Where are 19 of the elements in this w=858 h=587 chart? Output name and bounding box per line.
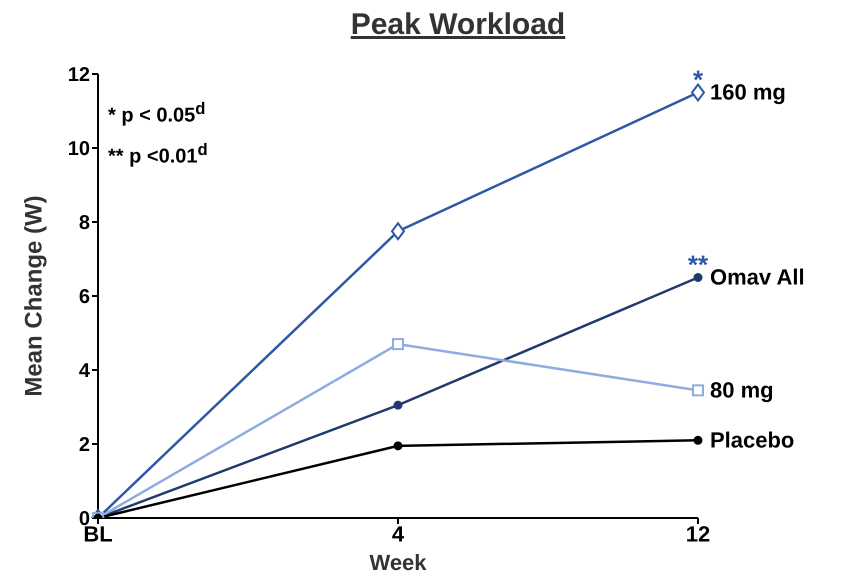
y-axis-title: Mean Change (W) bbox=[20, 195, 48, 397]
series-label: 80 mg bbox=[710, 377, 774, 402]
y-tick-label: 4 bbox=[78, 360, 91, 382]
series-label: Omav All bbox=[710, 264, 805, 290]
y-tick-label: 12 bbox=[68, 64, 90, 86]
annotation: * bbox=[692, 64, 704, 94]
series-label: 160 mg bbox=[710, 80, 786, 104]
annotation: * p < 0.05$^{d}$ bbox=[108, 98, 206, 129]
series-label: Placebo bbox=[710, 427, 794, 452]
y-tick-label: 10 bbox=[68, 138, 90, 160]
x-axis-title: Week bbox=[369, 550, 428, 575]
y-tick-label: 6 bbox=[78, 286, 90, 308]
y-tick-label: 8 bbox=[78, 212, 90, 234]
x-tick-label: 12 bbox=[686, 522, 710, 547]
y-tick-label: 2 bbox=[78, 434, 90, 456]
chart-title: Peak Workload bbox=[350, 8, 566, 43]
x-tick-label: 4 bbox=[392, 522, 405, 547]
annotation: ** bbox=[688, 250, 709, 280]
annotation: ** p <0.01$^{d}$ bbox=[108, 138, 208, 170]
